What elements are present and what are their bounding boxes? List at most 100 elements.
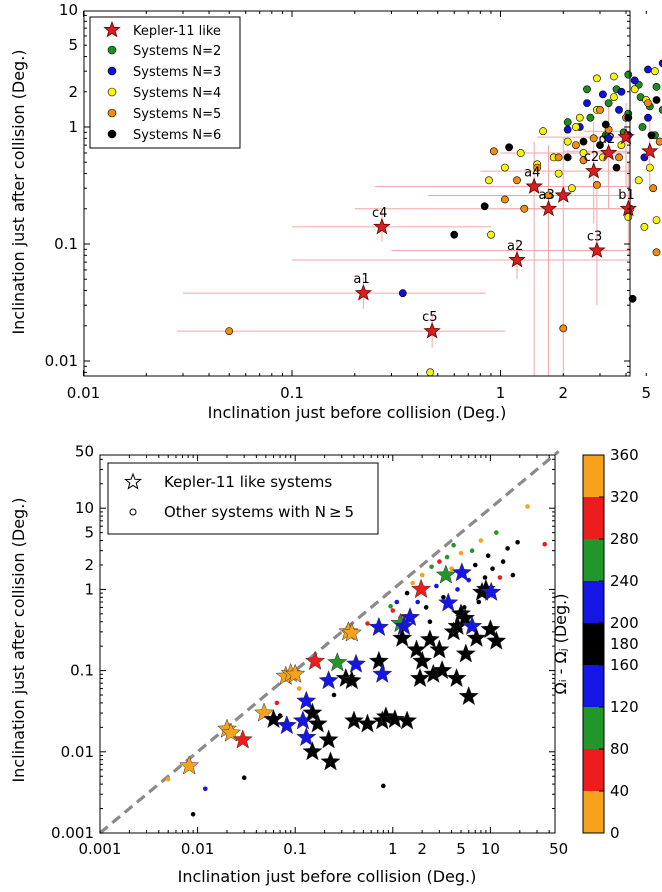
kepler-system-star bbox=[253, 702, 275, 722]
scatter-point bbox=[500, 195, 509, 204]
kepler-system-star bbox=[384, 708, 406, 729]
colorbar-tick-label: 280 bbox=[610, 530, 639, 548]
kepler-system-star bbox=[412, 650, 433, 670]
x-tick-label: 1 bbox=[496, 384, 506, 402]
system-point bbox=[476, 599, 482, 605]
system-point bbox=[466, 577, 472, 583]
legend-n5-icon bbox=[107, 108, 117, 118]
y-tick-label: 1 bbox=[84, 580, 94, 598]
y-tick-label: 0.001 bbox=[51, 824, 94, 842]
x-tick-label: 0.01 bbox=[181, 840, 214, 858]
scatter-point bbox=[630, 76, 639, 85]
y-tick-label: 0.1 bbox=[70, 662, 94, 680]
scatter-point bbox=[513, 176, 521, 185]
colorbar-bands bbox=[583, 455, 604, 833]
top-x-axis-label: Inclination just before collision (Deg.) bbox=[208, 403, 507, 422]
scatter-point bbox=[516, 149, 525, 157]
top-plot-marks: a1c5c4a2c3a3a4c2b1d2d1 bbox=[176, 59, 662, 377]
colorbar-tick-label: 320 bbox=[610, 488, 639, 506]
legend-n6-label: Systems N=6 bbox=[133, 128, 221, 143]
x-tick-label: 5 bbox=[456, 840, 466, 858]
legend-n3-label: Systems N=3 bbox=[133, 65, 221, 80]
system-point bbox=[241, 775, 247, 780]
scatter-point bbox=[575, 113, 584, 122]
system-point bbox=[451, 542, 456, 548]
scatter-point bbox=[426, 368, 435, 377]
x-tick-label: 2 bbox=[558, 384, 568, 402]
y-tick-label: 2 bbox=[84, 556, 94, 574]
kepler-system-star bbox=[480, 618, 501, 639]
x-tick-label: 1 bbox=[388, 840, 398, 858]
scatter-point bbox=[563, 153, 572, 162]
kepler-system-star bbox=[345, 653, 367, 673]
scatter-point bbox=[583, 85, 591, 94]
colorbar-tick-label: 40 bbox=[610, 782, 629, 800]
kepler-system-star bbox=[302, 702, 323, 722]
system-point bbox=[415, 599, 421, 605]
y-tick-label: 5 bbox=[68, 36, 78, 54]
scatter-point bbox=[489, 147, 498, 156]
scatter-point bbox=[652, 96, 661, 104]
scatter-point bbox=[554, 153, 563, 162]
kepler-system-star bbox=[318, 729, 339, 749]
system-point bbox=[500, 559, 506, 564]
colorbar-label: Ωᵢ - Ωⱼ (Deg.) bbox=[551, 593, 570, 694]
y-tick-label: 0.1 bbox=[54, 235, 78, 253]
kepler-system-star bbox=[429, 639, 450, 659]
kepler-star bbox=[423, 321, 441, 339]
x-tick-label: 0.1 bbox=[283, 840, 307, 858]
scatter-point bbox=[480, 202, 489, 211]
kepler-system-star bbox=[438, 592, 459, 612]
kepler-system-star bbox=[276, 714, 297, 735]
colorbar-tick-label: 240 bbox=[610, 572, 639, 590]
point-annotation: c3 bbox=[587, 229, 602, 244]
system-point bbox=[510, 572, 516, 578]
legend-open-star-icon bbox=[124, 472, 142, 490]
scatter-point bbox=[634, 176, 643, 185]
system-point bbox=[381, 783, 386, 789]
scatter-point bbox=[617, 87, 626, 96]
scatter-point bbox=[640, 222, 649, 231]
scatter-point bbox=[500, 163, 509, 172]
scatter-point bbox=[604, 134, 613, 143]
colorbar-tick-label: 200 bbox=[610, 614, 639, 632]
kepler-system-star bbox=[320, 751, 341, 771]
point-annotation: d2 bbox=[599, 132, 616, 147]
legend-star-icon bbox=[103, 20, 121, 38]
kepler-star bbox=[617, 127, 635, 145]
kepler-system-star bbox=[343, 710, 365, 730]
colorbar-band bbox=[583, 539, 604, 581]
reference-line-y-equals-x bbox=[98, 450, 560, 835]
colorbar-tick-label: 0 bbox=[610, 824, 620, 842]
legend-open-circle-icon bbox=[129, 508, 137, 516]
bottom-y-axis-label: Inclination just after collision (Deg.) bbox=[9, 497, 28, 782]
scatter-point bbox=[617, 141, 626, 149]
system-point bbox=[494, 530, 499, 535]
bottom-plot-marks bbox=[98, 450, 560, 835]
colorbar: 0 40 80 120 160 180 200 240 280 320 360 Ωᵢ - Ωⱼ (D… bbox=[551, 446, 639, 842]
scatter-point bbox=[563, 125, 572, 134]
system-point bbox=[296, 686, 302, 691]
bottom-plot-frame bbox=[99, 454, 556, 834]
kepler-system-star bbox=[357, 713, 378, 733]
system-point bbox=[203, 786, 208, 792]
scatter-point bbox=[652, 216, 661, 224]
scatter-point bbox=[505, 143, 513, 152]
system-point bbox=[419, 572, 425, 578]
kepler-system-star bbox=[466, 627, 487, 647]
kepler-system-star bbox=[296, 690, 317, 710]
point-annotation: a3 bbox=[539, 188, 555, 203]
point-annotation: c5 bbox=[422, 310, 437, 325]
system-point bbox=[390, 608, 396, 613]
y-tick-label: 0.01 bbox=[61, 743, 94, 761]
system-point bbox=[434, 583, 439, 589]
scatter-point bbox=[651, 67, 659, 76]
kepler-system-star bbox=[285, 663, 306, 683]
scatter-point bbox=[645, 163, 654, 172]
scatter-point bbox=[612, 163, 621, 172]
bottom-panel: 0.001 0.01 0.1 1 2 5 10 50 0.001 0.01 0.1 1 2 5 10 50 I… bbox=[9, 442, 639, 886]
kepler-system-star bbox=[232, 729, 253, 749]
colorbar-band bbox=[583, 665, 604, 707]
scatter-point bbox=[572, 123, 580, 131]
system-point bbox=[462, 605, 467, 610]
